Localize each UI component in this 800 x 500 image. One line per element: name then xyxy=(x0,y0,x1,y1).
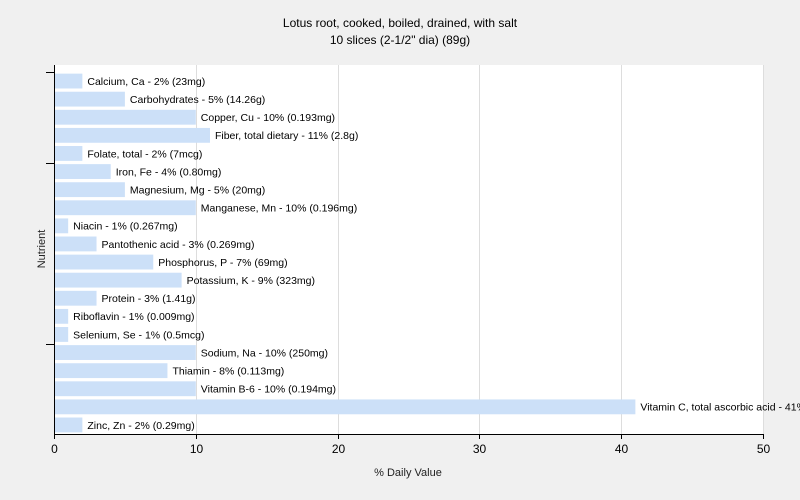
bar-label: Folate, total - 2% (7mcg) xyxy=(87,148,202,160)
bar xyxy=(54,218,69,234)
bar-label: Vitamin C, total ascorbic acid - 41% (24… xyxy=(640,402,800,414)
x-tick-label: 10 xyxy=(190,442,204,456)
bar xyxy=(54,236,97,252)
bar-label: Niacin - 1% (0.267mg) xyxy=(73,221,177,233)
x-tick-label: 30 xyxy=(473,442,487,456)
bar xyxy=(54,272,182,288)
bar-label: Pantothenic acid - 3% (0.269mg) xyxy=(102,239,255,251)
bar xyxy=(54,127,210,143)
bar xyxy=(54,200,196,216)
bar xyxy=(54,308,69,324)
bar-label: Thiamin - 8% (0.113mg) xyxy=(172,365,284,377)
bar xyxy=(54,182,125,198)
bar-label: Zinc, Zn - 2% (0.29mg) xyxy=(87,420,194,432)
bar xyxy=(54,345,196,360)
bar xyxy=(54,399,636,415)
bar xyxy=(54,417,83,433)
bar xyxy=(54,91,125,107)
bar xyxy=(54,327,69,342)
bar xyxy=(54,363,168,379)
bar xyxy=(54,381,196,397)
bar xyxy=(54,164,111,179)
bar-label: Calcium, Ca - 2% (23mg) xyxy=(87,76,205,88)
bar-label: Iron, Fe - 4% (0.80mg) xyxy=(116,166,222,178)
chart-title: Lotus root, cooked, boiled, drained, wit… xyxy=(283,16,518,30)
x-tick-label: 20 xyxy=(332,442,346,456)
bar xyxy=(54,109,196,125)
y-axis-label: Nutrient xyxy=(36,230,48,269)
bar xyxy=(54,254,154,270)
bar-label: Carbohydrates - 5% (14.26g) xyxy=(130,94,265,106)
bar xyxy=(54,146,83,161)
bars-group: Calcium, Ca - 2% (23mg) Carbohydrates - 5… xyxy=(54,73,800,433)
x-axis-label: % Daily Value xyxy=(374,467,442,479)
bar-label: Magnesium, Mg - 5% (20mg) xyxy=(130,184,265,196)
bar-label: Copper, Cu - 10% (0.193mg) xyxy=(201,112,335,124)
bar-label: Protein - 3% (1.41g) xyxy=(102,293,196,305)
bar-label: Riboflavin - 1% (0.009mg) xyxy=(73,311,194,323)
bar-label: Fiber, total dietary - 11% (2.8g) xyxy=(215,130,358,142)
bar xyxy=(54,73,83,89)
plot-background xyxy=(54,65,763,434)
bar-label: Potassium, K - 9% (323mg) xyxy=(187,275,315,287)
x-tick-label: 40 xyxy=(615,442,629,456)
axes-group: 0 10 20 30 40 50 xyxy=(46,65,770,456)
bar-label: Manganese, Mn - 10% (0.196mg) xyxy=(201,203,357,215)
bar xyxy=(54,290,97,306)
bar-label: Selenium, Se - 1% (0.5mcg) xyxy=(73,329,204,341)
x-tick-label: 0 xyxy=(51,442,58,456)
bar-label: Phosphorus, P - 7% (69mg) xyxy=(158,257,287,269)
bar-label: Vitamin B-6 - 10% (0.194mg) xyxy=(201,384,336,396)
x-tick-label: 50 xyxy=(757,442,771,456)
grid-lines xyxy=(196,65,764,434)
bar-label: Sodium, Na - 10% (250mg) xyxy=(201,347,328,359)
chart-subtitle: 10 slices (2-1/2" dia) (89g) xyxy=(330,33,470,47)
